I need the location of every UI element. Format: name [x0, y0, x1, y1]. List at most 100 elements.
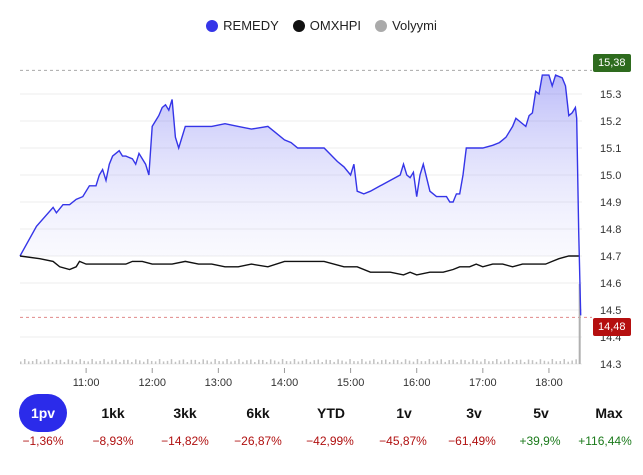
change-3kk: −14,82% — [161, 434, 209, 448]
volume-bar — [313, 360, 316, 364]
volume-bar — [254, 361, 256, 364]
volume-bar — [194, 359, 197, 364]
volume-bar — [83, 360, 85, 364]
volume-bar — [154, 361, 157, 364]
tab-3kk[interactable]: 3kk — [173, 405, 197, 421]
remedy-area — [20, 75, 581, 316]
volume-bar — [51, 361, 54, 364]
tab-5v[interactable]: 5v — [533, 405, 549, 421]
legend-remedy[interactable]: REMEDY — [206, 18, 279, 33]
y-tick-label: 15.3 — [600, 89, 621, 101]
y-tick-label: 14.8 — [600, 224, 621, 236]
change-max: +116,44% — [578, 434, 632, 448]
volume-bar — [135, 359, 137, 364]
legend-volyymi[interactable]: Volyymi — [375, 18, 437, 33]
volume-bar — [563, 359, 565, 364]
volume-bar — [305, 359, 308, 364]
volume-bar — [464, 360, 466, 364]
volume-bar — [131, 361, 133, 364]
volume-bar — [503, 360, 506, 364]
volume-bar — [337, 359, 339, 364]
volume-bar — [293, 359, 296, 364]
volume-bar — [127, 359, 129, 364]
volume-bar — [190, 359, 193, 364]
volume-bar — [432, 361, 435, 364]
legend-volyymi-dot — [375, 19, 388, 32]
volume-bar — [539, 359, 542, 364]
volume-bar — [500, 361, 502, 364]
volume-bar — [23, 359, 26, 364]
period-changes: −1,36% −8,93% −14,82% −26,87% −42,99% −4… — [0, 434, 643, 452]
tab-3v[interactable]: 3v — [466, 405, 482, 421]
remedy-series-line[interactable] — [19, 74, 582, 316]
volume-bar — [174, 361, 177, 364]
y-tick-label: 14.9 — [600, 197, 621, 209]
volume-bar — [507, 359, 510, 364]
tab-1v[interactable]: 1v — [396, 405, 412, 421]
volume-bar — [468, 361, 470, 364]
legend-omxhpi[interactable]: OMXHPI — [292, 18, 362, 33]
change-1kk: −8,93% — [92, 434, 134, 448]
change-1v: −45,87% — [379, 434, 427, 448]
volume-bar — [47, 359, 50, 364]
volume-bar — [428, 359, 431, 364]
volume-bar — [31, 360, 34, 364]
volume-bar — [158, 359, 161, 364]
volume-bar — [186, 361, 189, 364]
volume-bar — [484, 359, 486, 364]
volume-bar — [178, 360, 181, 364]
volume-bar — [182, 359, 185, 364]
volume-bar — [111, 360, 113, 364]
price-chart[interactable]: 15.315.215.115.014.914.814.714.614.514.4… — [0, 0, 643, 394]
volume-bar — [329, 360, 331, 364]
volume-bar — [381, 360, 383, 364]
legend-omxhpi-label: OMXHPI — [309, 18, 362, 33]
volume-bar — [476, 360, 478, 364]
volume-bar — [456, 361, 458, 364]
volume-bar — [444, 361, 446, 364]
volume-bar — [166, 360, 169, 364]
volume-bar — [242, 361, 244, 364]
volume-bar — [345, 361, 347, 364]
volume-bar — [162, 361, 165, 364]
volume-bar — [87, 361, 89, 364]
volume-bar — [472, 359, 474, 364]
volume-bar — [39, 361, 42, 364]
omxhpi-series-line[interactable] — [19, 255, 579, 276]
volume-bar — [71, 360, 74, 364]
volume-bar — [198, 361, 201, 364]
volume-bar — [119, 361, 121, 364]
volume-bar — [452, 359, 454, 364]
volume-bar — [43, 360, 46, 364]
volume-bar — [67, 359, 70, 364]
volume-bar — [535, 361, 538, 364]
volume-bar — [297, 361, 300, 364]
volume-bar — [99, 360, 101, 364]
volume-bar — [416, 359, 419, 364]
volume-bar — [396, 360, 399, 364]
volume-bar — [519, 359, 522, 364]
volume-bar — [515, 360, 518, 364]
change-6kk: −26,87% — [234, 434, 282, 448]
volume-bar — [79, 359, 82, 364]
volume-bar — [448, 360, 450, 364]
tab-1pv[interactable]: 1pv — [19, 394, 67, 432]
tab-max[interactable]: Max — [595, 405, 623, 421]
volume-bar — [75, 361, 78, 364]
volume-bar — [384, 359, 387, 364]
tab-6kk[interactable]: 6kk — [246, 405, 270, 421]
volume-bar — [361, 359, 363, 364]
x-tick-label: 18:00 — [535, 377, 563, 389]
volume-bar — [357, 361, 359, 364]
volume-bar — [575, 359, 577, 364]
tab-ytd[interactable]: YTD — [317, 405, 345, 421]
volume-bar — [365, 361, 367, 364]
volume-bar — [261, 359, 264, 364]
volume-bar — [578, 284, 581, 364]
volume-bar — [325, 359, 327, 364]
volume-bar — [341, 360, 343, 364]
tab-1kk[interactable]: 1kk — [101, 405, 125, 421]
volume-bar — [424, 361, 427, 364]
volume-bar — [27, 361, 30, 364]
x-tick-label: 15:00 — [337, 377, 365, 389]
